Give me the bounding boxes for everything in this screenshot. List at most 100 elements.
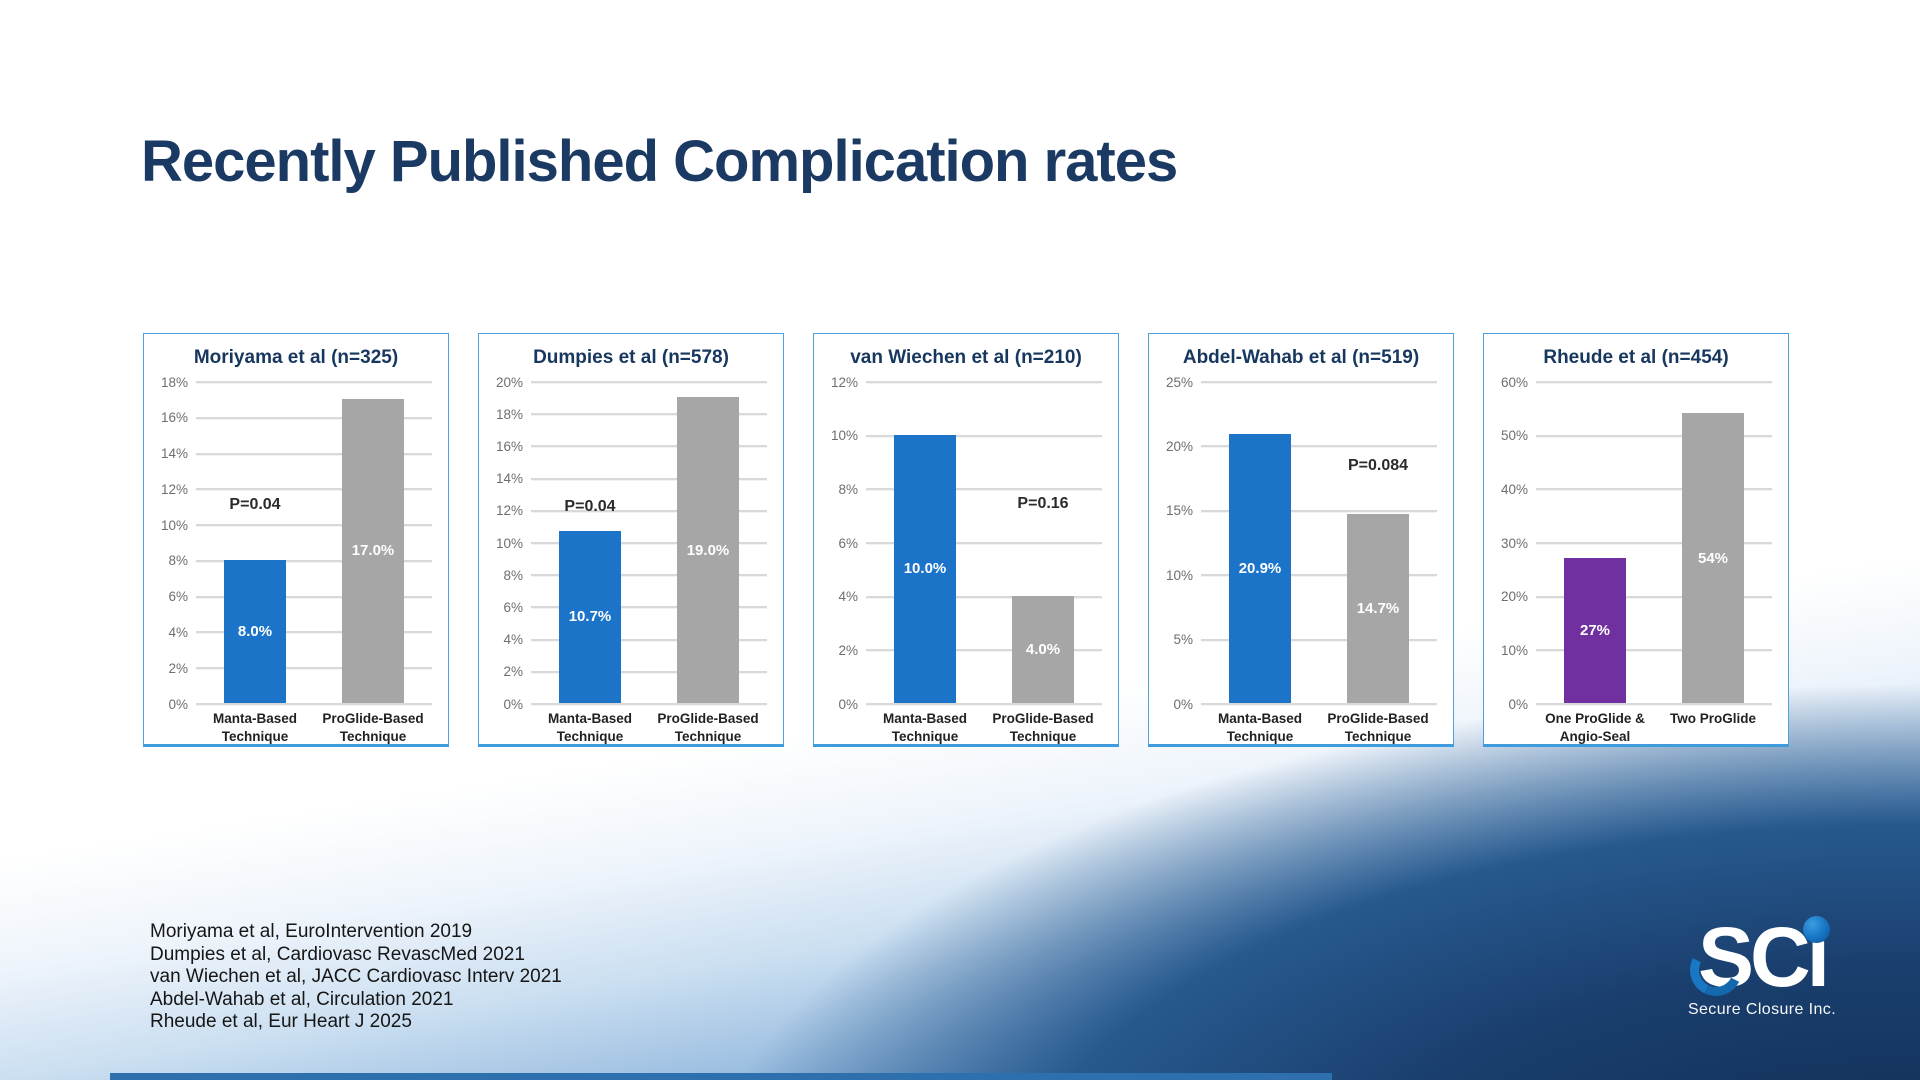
y-axis-tick-label: 12% xyxy=(160,481,188,497)
y-axis-tick-label: 2% xyxy=(838,642,858,658)
y-axis-tick-label: 8% xyxy=(838,481,858,497)
logo-letters: SC xyxy=(1697,910,1811,1004)
bar-value-label: 54% xyxy=(1697,549,1729,567)
y-axis-tick-label: 10% xyxy=(830,427,858,443)
p-value-label: P=0.04 xyxy=(564,497,616,515)
y-axis-tick-label: 0% xyxy=(503,696,523,712)
bar-left: 10.7% xyxy=(559,530,621,703)
chart-card-moriyama: Moriyama et al (n=325) 0% 2% 4% 6% 8% 10% 12% 1… xyxy=(143,333,449,747)
x-axis-category-row: One ProGlide & Angio-Seal Two ProGlide xyxy=(1536,710,1772,745)
sci-logo-tagline: Secure Closure Inc. xyxy=(1687,1000,1837,1018)
gridline xyxy=(196,595,432,598)
gridline xyxy=(1201,445,1437,448)
gridline xyxy=(196,416,432,419)
bar-right: 17.0% xyxy=(342,398,404,703)
y-axis-tick-label: 40% xyxy=(1500,481,1528,497)
bar-value-label: 10.7% xyxy=(568,608,612,626)
y-axis-tick-label: 20% xyxy=(1165,438,1193,454)
p-value-label: P=0.084 xyxy=(1347,456,1409,474)
gridline xyxy=(531,477,767,480)
y-axis-tick-label: 18% xyxy=(160,374,188,390)
bottom-accent-bar xyxy=(110,1073,1332,1080)
y-axis-tick-label: 0% xyxy=(1508,696,1528,712)
bar-value-label: 20.9% xyxy=(1238,559,1282,577)
gridline xyxy=(1536,595,1772,598)
y-axis-tick-label: 14% xyxy=(495,470,523,486)
bar-value-label: 27% xyxy=(1579,622,1611,640)
logo-letter-i: ı xyxy=(1803,915,1830,999)
references-block: Moriyama et al, EuroIntervention 2019 Du… xyxy=(150,921,562,1034)
y-axis-tick-label: 10% xyxy=(495,535,523,551)
bar-left: 10.0% xyxy=(894,434,956,703)
bar-right: 54% xyxy=(1682,413,1744,703)
y-axis-tick-label: 16% xyxy=(160,410,188,426)
gridline xyxy=(531,445,767,448)
x-axis-category-label: ProGlide-Based Technique xyxy=(992,711,1094,744)
gridline xyxy=(1536,434,1772,437)
gridline xyxy=(531,542,767,544)
gridline xyxy=(531,703,767,705)
y-axis-tick-label: 0% xyxy=(838,696,858,712)
chart-card-dumpies: Dumpies et al (n=578) 0% 2% 4% 6% 8% 10% 12% 14… xyxy=(478,333,784,747)
y-axis-tick-label: 16% xyxy=(495,438,523,454)
y-axis-tick-label: 6% xyxy=(168,588,188,604)
gridline xyxy=(1536,542,1772,544)
chart-card-van-wiechen: van Wiechen et al (n=210) 0% 2% 4% 6% 8% 10% 1… xyxy=(813,333,1119,747)
y-axis-tick-label: 50% xyxy=(1500,427,1528,443)
x-axis-category-row: Manta-Based Technique ProGlide-Based Tech… xyxy=(1201,710,1437,745)
logo-i-dot-icon xyxy=(1803,916,1831,943)
y-axis-tick-label: 4% xyxy=(168,624,188,640)
bar-right: 4.0% xyxy=(1012,595,1074,703)
chart-title: Abdel-Wahab et al (n=519) xyxy=(1182,347,1420,368)
chart-plot: 0% 2% 4% 6% 8% 10% 12% 10.0% 4.0% P=0.16 xyxy=(831,375,1102,710)
x-axis-category-row: Manta-Based Technique ProGlide-Based Tech… xyxy=(196,710,432,745)
gridline xyxy=(1201,381,1437,383)
y-axis-tick-label: 8% xyxy=(503,567,523,583)
y-axis-tick-label: 60% xyxy=(1500,374,1528,390)
chart-title: Dumpies et al (n=578) xyxy=(533,347,729,368)
y-axis-tick-label: 15% xyxy=(1165,503,1193,519)
gridline xyxy=(1201,703,1437,705)
gridline xyxy=(531,670,767,673)
reference-line: Abdel-Wahab et al, Circulation 2021 xyxy=(150,988,454,1010)
p-value-label: P=0.16 xyxy=(1017,495,1069,513)
x-axis-category-label: ProGlide-Based Technique xyxy=(1327,711,1429,744)
gridline xyxy=(531,574,767,577)
gridline xyxy=(196,631,432,634)
bar-value-label: 14.7% xyxy=(1356,599,1400,617)
gridline xyxy=(866,703,1102,705)
x-axis-category-row: Manta-Based Technique ProGlide-Based Tech… xyxy=(531,710,767,745)
gridline xyxy=(196,381,432,383)
chart-plot: 0% 10% 20% 30% 40% 50% 60% 27% 54% xyxy=(1501,375,1772,710)
gridline xyxy=(196,703,432,705)
chart-title: Moriyama et al (n=325) xyxy=(193,347,399,368)
y-axis-tick-label: 14% xyxy=(160,445,188,461)
x-axis-category-label: Two ProGlide xyxy=(1669,711,1756,726)
y-axis-tick-label: 5% xyxy=(1173,631,1193,647)
y-axis-tick-label: 20% xyxy=(495,374,523,390)
p-value-label: P=0.04 xyxy=(229,496,281,514)
gridline xyxy=(866,542,1102,544)
y-axis-tick-label: 20% xyxy=(1500,588,1528,604)
bar-right: 14.7% xyxy=(1347,513,1409,703)
y-axis-tick-label: 2% xyxy=(168,660,188,676)
chart-card-abdel-wahab: Abdel-Wahab et al (n=519) 0% 5% 10% 15% 20% 2… xyxy=(1148,333,1454,747)
y-axis-tick-label: 0% xyxy=(1173,696,1193,712)
chart-plot: 0% 5% 10% 15% 20% 25% 20.9% 14.7% P=0.084 xyxy=(1166,375,1437,710)
y-axis-tick-label: 10% xyxy=(1500,642,1528,658)
reference-line: Dumpies et al, Cardiovasc RevascMed 2021 xyxy=(150,943,525,965)
reference-line: Moriyama et al, EuroIntervention 2019 xyxy=(150,921,473,942)
y-axis-tick-label: 10% xyxy=(160,517,188,533)
y-axis-tick-label: 8% xyxy=(168,553,188,569)
bar-left: 8.0% xyxy=(224,559,286,703)
gridline xyxy=(866,595,1102,598)
bar-value-label: 8.0% xyxy=(237,622,273,640)
x-axis-category-row: Manta-Based Technique ProGlide-Based Tech… xyxy=(866,710,1102,745)
bar-left: 27% xyxy=(1564,558,1626,703)
y-axis-tick-label: 6% xyxy=(503,599,523,615)
x-axis-category-label: Manta-Based Technique xyxy=(882,711,968,744)
chart-title: Rheude et al (n=454) xyxy=(1543,347,1729,368)
gridline xyxy=(196,667,432,670)
gridline xyxy=(1201,509,1437,512)
